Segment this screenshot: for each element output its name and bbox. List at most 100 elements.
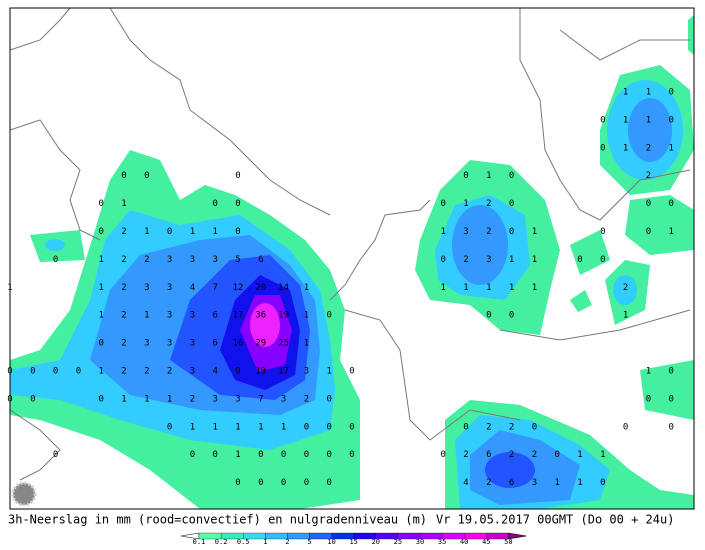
grid-value: 0 xyxy=(600,227,605,237)
grid-value: 7 xyxy=(212,283,217,293)
grid-value: 3 xyxy=(167,311,172,321)
grid-value: 1 xyxy=(144,394,149,404)
grid-value: 0 xyxy=(304,422,309,432)
grid-value: 1 xyxy=(121,199,126,209)
grid-value: 2 xyxy=(463,255,468,265)
grid-value: 5 xyxy=(235,255,240,265)
scale-label: 1 xyxy=(263,538,267,546)
grid-value: 1 xyxy=(600,450,605,460)
grid-value: 0 xyxy=(646,227,651,237)
scale-label: 15 xyxy=(349,538,357,546)
scale-label: 2 xyxy=(285,538,289,546)
grid-value: 19 xyxy=(278,311,289,321)
grid-value: 16 xyxy=(233,339,244,349)
grid-value: 0 xyxy=(668,199,673,209)
grid-value: 0 xyxy=(167,422,172,432)
grid-value: 2 xyxy=(121,339,126,349)
scale-label: 40 xyxy=(460,538,468,546)
grid-value: 0 xyxy=(668,88,673,98)
scale-label: 0.5 xyxy=(237,538,250,546)
grid-value: 1 xyxy=(235,450,240,460)
grid-value: 1 xyxy=(304,339,309,349)
grid-value: 1 xyxy=(646,367,651,377)
grid-value: 1 xyxy=(121,394,126,404)
grid-value: 1 xyxy=(532,255,537,265)
grid-value: 0 xyxy=(167,227,172,237)
grid-value: 9 xyxy=(235,367,240,377)
grid-value: 1 xyxy=(212,422,217,432)
grid-value: 3 xyxy=(144,283,149,293)
grid-value: 25 xyxy=(278,339,289,349)
grid-value: 3 xyxy=(281,394,286,404)
grid-value: 0 xyxy=(30,394,35,404)
grid-value: 1 xyxy=(235,422,240,432)
grid-value: 1 xyxy=(577,450,582,460)
grid-value: 2 xyxy=(486,478,491,488)
grid-value: 0 xyxy=(532,422,537,432)
grid-value: 2 xyxy=(304,394,309,404)
grid-value: 2 xyxy=(486,199,491,209)
grid-value: 1 xyxy=(304,283,309,293)
grid-value: 29 xyxy=(255,339,266,349)
grid-value: 1 xyxy=(463,199,468,209)
grid-value: 0 xyxy=(668,394,673,404)
grid-value: 0 xyxy=(440,255,445,265)
grid-value: 0 xyxy=(600,115,605,125)
grid-value: 0 xyxy=(668,115,673,125)
grid-value: 2 xyxy=(623,283,628,293)
grid-value: 1 xyxy=(577,478,582,488)
grid-value: 0 xyxy=(258,450,263,460)
grid-value: 6 xyxy=(212,339,217,349)
grid-value: 4 xyxy=(190,283,195,293)
grid-value: 0 xyxy=(212,450,217,460)
precip-south xyxy=(445,400,694,509)
grid-value: 6 xyxy=(258,255,263,265)
grid-value: 0 xyxy=(304,478,309,488)
grid-value: 0 xyxy=(463,422,468,432)
grid-value: 0 xyxy=(326,394,331,404)
grid-value: 1 xyxy=(646,115,651,125)
grid-value: 0 xyxy=(281,450,286,460)
grid-value: 1 xyxy=(532,283,537,293)
grid-value: 0 xyxy=(235,478,240,488)
grid-value: 1 xyxy=(281,422,286,432)
grid-value: 3 xyxy=(167,283,172,293)
grid-value: 0 xyxy=(53,367,58,377)
grid-value: 3 xyxy=(190,367,195,377)
grid-value: 1 xyxy=(509,283,514,293)
color-scale: 0.1 0.2 0.5 1 2 5 10 15 20 25 30 35 40 45 50 xyxy=(180,532,527,546)
grid-value: 3 xyxy=(190,255,195,265)
grid-value: 0 xyxy=(235,171,240,181)
grid-value: 0 xyxy=(463,171,468,181)
grid-value: 1 xyxy=(668,227,673,237)
grid-value: 17 xyxy=(278,367,289,377)
grid-value: 0 xyxy=(554,450,559,460)
grid-value: 2 xyxy=(144,255,149,265)
scale-label: 50 xyxy=(504,538,512,546)
grid-value: 0 xyxy=(304,450,309,460)
grid-value: 1 xyxy=(463,283,468,293)
grid-value: 0 xyxy=(509,199,514,209)
grid-value: 3 xyxy=(144,339,149,349)
coastlines xyxy=(9,7,691,481)
grid-value: 0 xyxy=(646,199,651,209)
grid-value: 3 xyxy=(532,478,537,488)
grid-value: 0 xyxy=(349,422,354,432)
grid-value: 0 xyxy=(668,422,673,432)
scale-label: 45 xyxy=(482,538,490,546)
grid-value: 3 xyxy=(486,255,491,265)
grid-value: 0 xyxy=(258,478,263,488)
grid-value: 3 xyxy=(167,255,172,265)
grid-value: 2 xyxy=(532,450,537,460)
grid-value: 1 xyxy=(190,227,195,237)
grid-value: 1 xyxy=(98,255,103,265)
grid-value: 1 xyxy=(212,227,217,237)
scale-label: 5 xyxy=(307,538,311,546)
grid-value: 0 xyxy=(281,478,286,488)
grid-value: 1 xyxy=(668,143,673,153)
scale-label: 35 xyxy=(438,538,446,546)
scale-label: 20 xyxy=(372,538,380,546)
grid-value: 0 xyxy=(646,394,651,404)
logo xyxy=(11,481,37,507)
grid-value: 1 xyxy=(98,367,103,377)
